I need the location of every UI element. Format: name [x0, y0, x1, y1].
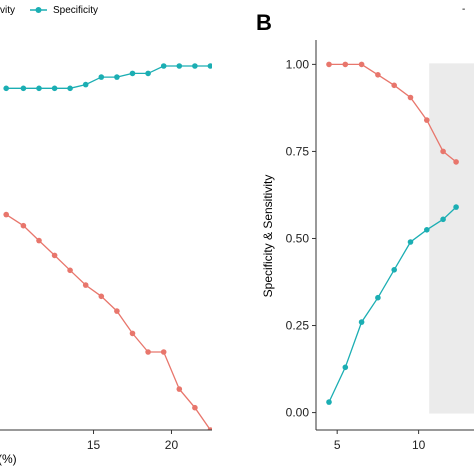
- panel-b-y-tick-label: 0.75: [286, 144, 310, 158]
- panel-b: B - 5 10 0.00 0.25 0.50 0.75 1.00 Specificity …: [256, 4, 474, 452]
- panel-a-point-specificity: [207, 63, 212, 69]
- panel-b-point-specificity: [375, 294, 381, 301]
- panel-a-point-specificity: [160, 63, 167, 69]
- panel-a-point-sensitivity: [176, 386, 183, 392]
- panel-a-x-tick-label: 20: [165, 438, 179, 452]
- panel-a-series-line-sensitivity: [5, 214, 211, 430]
- panel-b-point-specificity: [342, 364, 349, 371]
- panel-a-point-specificity: [129, 70, 136, 77]
- panel-b-point-sensitivity: [407, 94, 414, 101]
- panel-b-x-tick-label: 10: [412, 438, 426, 452]
- panel-a-point-specificity: [176, 63, 183, 69]
- legend-swatch-specificity-point: [35, 7, 42, 13]
- panel-a-point-specificity: [145, 70, 151, 77]
- panel-a-point-specificity: [36, 85, 42, 92]
- panel-b-point-specificity: [326, 399, 332, 405]
- panel-a-x-axis-title: (%): [0, 452, 17, 466]
- panel-a-point-specificity: [98, 74, 105, 80]
- panel-b-point-sensitivity: [424, 117, 430, 123]
- panel-b-y-tick-label: 0.25: [286, 319, 310, 333]
- panel-b-point-specificity: [453, 204, 459, 210]
- panel-a-point-specificity: [51, 85, 58, 92]
- panel-a-point-sensitivity: [3, 211, 10, 218]
- panel-a-point-sensitivity: [67, 267, 73, 274]
- panel-a-point-sensitivity: [114, 308, 120, 314]
- panel-b-point-specificity: [440, 216, 446, 223]
- panel-a-series-line-specificity: [6, 65, 211, 89]
- panel-b-point-sensitivity: [342, 61, 349, 68]
- panel-b-point-sensitivity: [453, 159, 459, 165]
- panel-b-point-specificity: [358, 319, 365, 325]
- panel-a-point-sensitivity: [145, 349, 151, 355]
- panel-a-point-sensitivity: [20, 222, 27, 229]
- panel-b-point-sensitivity: [375, 72, 381, 78]
- panel-b-point-sensitivity: [440, 148, 446, 155]
- panel-b-point-sensitivity: [358, 61, 365, 68]
- panel-a-point-sensitivity: [36, 237, 42, 244]
- panel-a-point-sensitivity: [98, 293, 105, 300]
- panel-a-point-specificity: [3, 85, 10, 92]
- panel-a-point-specificity: [20, 85, 27, 92]
- panel-b-y-axis-title: Specificity & Sensitivity: [261, 175, 275, 298]
- panel-b-x-tick-label: 5: [334, 438, 341, 452]
- panel-b-label: B: [256, 10, 272, 35]
- panel-a-point-sensitivity: [129, 330, 136, 337]
- legend: vity Specificity: [0, 5, 98, 16]
- panel-a-point-sensitivity: [207, 427, 212, 430]
- panel-b-point-specificity: [424, 227, 430, 233]
- panel-a-point-sensitivity: [51, 252, 58, 259]
- panel-a-point-sensitivity: [160, 349, 167, 355]
- panel-a-point-sensitivity: [192, 404, 198, 411]
- panel-b-y-tick-label: 1.00: [286, 57, 310, 71]
- panel-a-point-specificity: [67, 85, 73, 92]
- panel-b-y-tick-label: 0.00: [286, 406, 310, 420]
- panel-b-point-sensitivity: [326, 61, 332, 68]
- legend-label-sensitivity: vity: [0, 5, 15, 16]
- panel-b-point-specificity: [391, 267, 398, 273]
- panel-b-point-sensitivity: [391, 82, 398, 89]
- panel-a-point-sensitivity: [82, 282, 89, 288]
- highlight-region: [429, 63, 474, 414]
- panel-a-x-tick-label: 15: [87, 438, 101, 452]
- panel-a-point-specificity: [192, 63, 198, 69]
- panel-a: 15 20 (%): [0, 63, 212, 466]
- legend-label-specificity: Specificity: [53, 5, 98, 16]
- panel-b-point-specificity: [407, 239, 414, 245]
- panel-a-point-specificity: [114, 74, 120, 80]
- legend-fragment-panel-b: -: [462, 4, 465, 15]
- panel-b-y-tick-label: 0.50: [286, 231, 310, 245]
- panel-a-point-specificity: [82, 81, 89, 88]
